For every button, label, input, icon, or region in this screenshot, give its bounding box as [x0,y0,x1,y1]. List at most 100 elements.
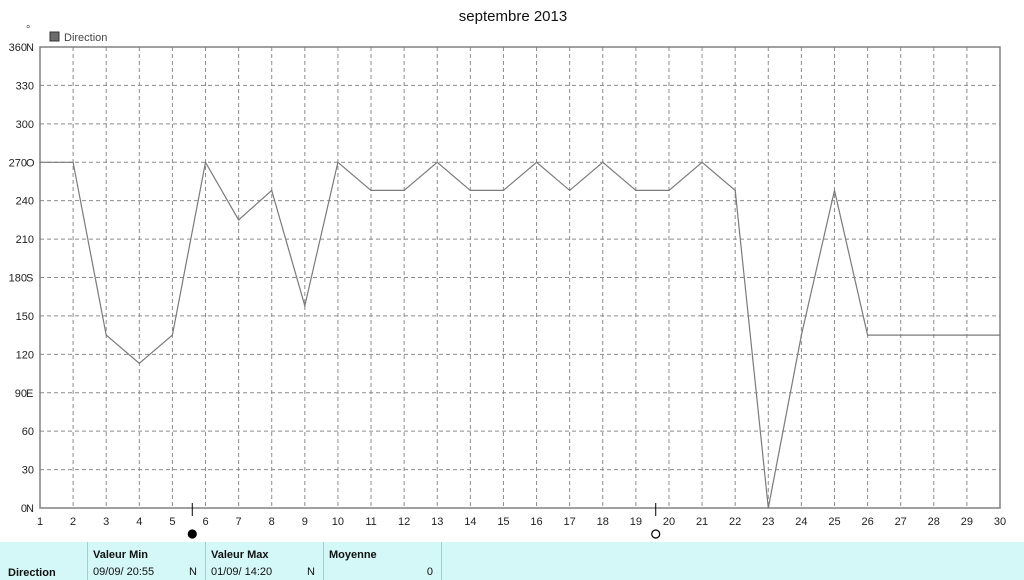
x-tick-label: 7 [236,516,242,528]
series-line-direction [40,160,1000,509]
x-tick-label: 29 [961,516,973,528]
data-point [238,219,240,221]
data-point [271,189,273,192]
data-point [866,334,869,336]
data-point [403,189,405,192]
data-point [734,189,736,192]
x-tick-label: 1 [37,516,43,528]
x-tick-label: 13 [431,516,443,528]
data-point [602,161,604,163]
x-tick-label: 26 [861,516,873,528]
y-tick-direction: N [26,503,34,515]
stats-min-cell: Valeur Min 09/09/ 20:55 N [88,542,206,580]
stats-avg-cell: Moyenne 0 [324,542,442,580]
y-tick-label: 0 [21,503,27,515]
data-point [502,189,505,192]
stats-avg-header: Moyenne [329,549,377,561]
data-point [800,334,802,336]
legend-label-direction: Direction [64,32,107,44]
x-tick-label: 21 [696,516,708,528]
y-tick-label: 150 [16,311,34,323]
data-point [469,189,471,192]
x-tick-label: 28 [928,516,940,528]
data-point [635,189,637,192]
x-tick-label: 18 [597,516,609,528]
data-point [370,189,372,192]
chart-title: septembre 2013 [459,8,567,25]
moon-phases [187,503,661,539]
data-point [535,161,538,163]
stats-min-value: 09/09/ 20:55 [93,566,155,578]
data-point [701,161,703,163]
data-point [900,334,902,336]
stats-min-direction: N [189,566,197,578]
x-tick-label: 30 [994,516,1006,528]
y-tick-label: 120 [16,349,34,361]
stats-max-cell: Valeur Max 01/09/ 14:20 N [206,542,324,580]
x-tick-label: 15 [497,516,509,528]
y-axis-unit-label: ° [26,24,30,36]
data-point [569,189,571,192]
data-point [833,189,836,192]
legend-swatch-direction [49,31,60,42]
data-point [767,507,769,509]
x-tick-label: 11 [365,516,376,528]
x-tick-label: 20 [663,516,675,528]
data-point [204,161,207,163]
x-tick-label: 12 [398,516,410,528]
data-point [171,334,174,336]
data-point [933,334,935,336]
x-tick-label: 25 [828,516,840,528]
data-point [337,161,339,163]
y-tick-label: 330 [16,80,34,92]
data-point [999,334,1001,336]
y-tick-direction: O [26,157,35,169]
data-point [138,362,140,364]
y-tick-direction: E [26,388,33,400]
y-tick-label: 240 [16,196,34,208]
stats-max-value: 01/09/ 14:20 [211,566,273,578]
x-axis-ticks: 1 2 3 4 5 6 7 8 9 10 11 12 13 14 15 16 17 18 19 20 21 22 23 24 2… [37,516,1006,528]
data-point [72,161,74,163]
y-tick-label: 60 [22,426,34,438]
stats-row-label: Direction [8,567,56,579]
stats-max-direction: N [307,566,315,578]
grid [40,47,1000,508]
stats-row-label-cell: Direction [0,542,88,580]
x-tick-label: 17 [564,516,576,528]
data-point [966,334,968,336]
x-tick-label: 23 [762,516,774,528]
x-tick-label: 3 [103,516,109,528]
plot-area-frame [39,46,1001,509]
stats-min-header: Valeur Min [93,549,149,561]
data-point [105,334,107,336]
x-tick-label: 16 [530,516,542,528]
stats-avg-value: 0 [426,566,433,578]
x-tick-label: 10 [332,516,344,528]
y-tick-direction: S [26,273,33,285]
x-tick-label: 22 [729,516,741,528]
x-tick-label: 14 [464,516,476,528]
data-point [39,161,41,163]
x-tick-label: 2 [70,516,76,528]
data-point [436,161,438,163]
y-tick-label: 300 [16,119,34,131]
y-tick-label: 360 [9,42,27,54]
series-direction [39,160,1001,509]
data-point [668,189,670,192]
y-tick-label: 90 [15,388,27,400]
y-tick-direction: N [26,42,34,54]
y-tick-label: 270 [9,157,27,169]
stats-max-header: Valeur Max [211,549,269,561]
full-moon-icon [651,529,661,539]
data-point [304,305,306,307]
x-tick-label: 5 [169,516,175,528]
y-tick-label: 30 [22,465,34,477]
x-tick-label: 8 [269,516,275,528]
x-tick-label: 19 [630,516,642,528]
y-tick-label: 210 [16,234,34,246]
x-tick-label: 24 [795,516,807,528]
stats-bar: Direction Valeur Min 09/09/ 20:55 N Vale… [0,542,1024,580]
